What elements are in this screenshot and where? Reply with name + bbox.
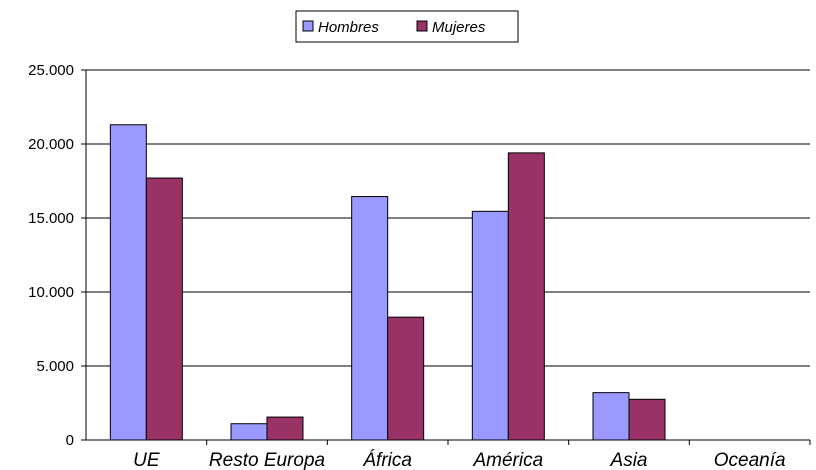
legend-swatch-mujeres [416, 20, 428, 32]
y-tick-labels: 0 5.000 10.000 15.000 20.000 25.000 [28, 62, 74, 449]
legend-label-mujeres: Mujeres [432, 19, 486, 36]
gridlines [81, 69, 810, 441]
y-tick-label: 15.000 [28, 210, 74, 227]
bar-hombres-0 [109, 124, 147, 441]
bar-mujeres-0 [145, 177, 183, 441]
bar-hombres-4 [592, 392, 630, 441]
y-tick-label: 20.000 [28, 136, 74, 153]
legend: Hombres Mujeres [295, 10, 519, 43]
bar-mujeres-1 [266, 416, 304, 441]
axes [85, 70, 810, 441]
bar-mujeres-2 [387, 316, 425, 441]
y-tick-label: 25.000 [28, 62, 74, 79]
y-tick-label: 10.000 [28, 284, 74, 301]
x-category-labels: UE Resto Europa África América Asia Oceanía [133, 450, 785, 470]
legend-label-hombres: Hombres [318, 19, 379, 36]
y-tick-label: 0 [66, 432, 74, 449]
x-category-label: América [472, 450, 543, 470]
x-category-label: Oceanía [714, 450, 786, 470]
x-category-label: Asia [610, 450, 648, 470]
bars [109, 124, 811, 445]
bar-mujeres-4 [628, 398, 666, 441]
legend-box [295, 10, 519, 43]
bar-mujeres-3 [507, 152, 545, 441]
bar-hombres-1 [230, 423, 268, 441]
x-category-label: África [362, 450, 412, 470]
x-category-label: UE [133, 450, 160, 470]
y-tick-label: 5.000 [36, 358, 74, 375]
bar-hombres-2 [351, 196, 389, 441]
bar-hombres-3 [471, 210, 509, 441]
x-category-label: Resto Europa [209, 450, 325, 470]
legend-swatch-hombres [302, 20, 314, 32]
